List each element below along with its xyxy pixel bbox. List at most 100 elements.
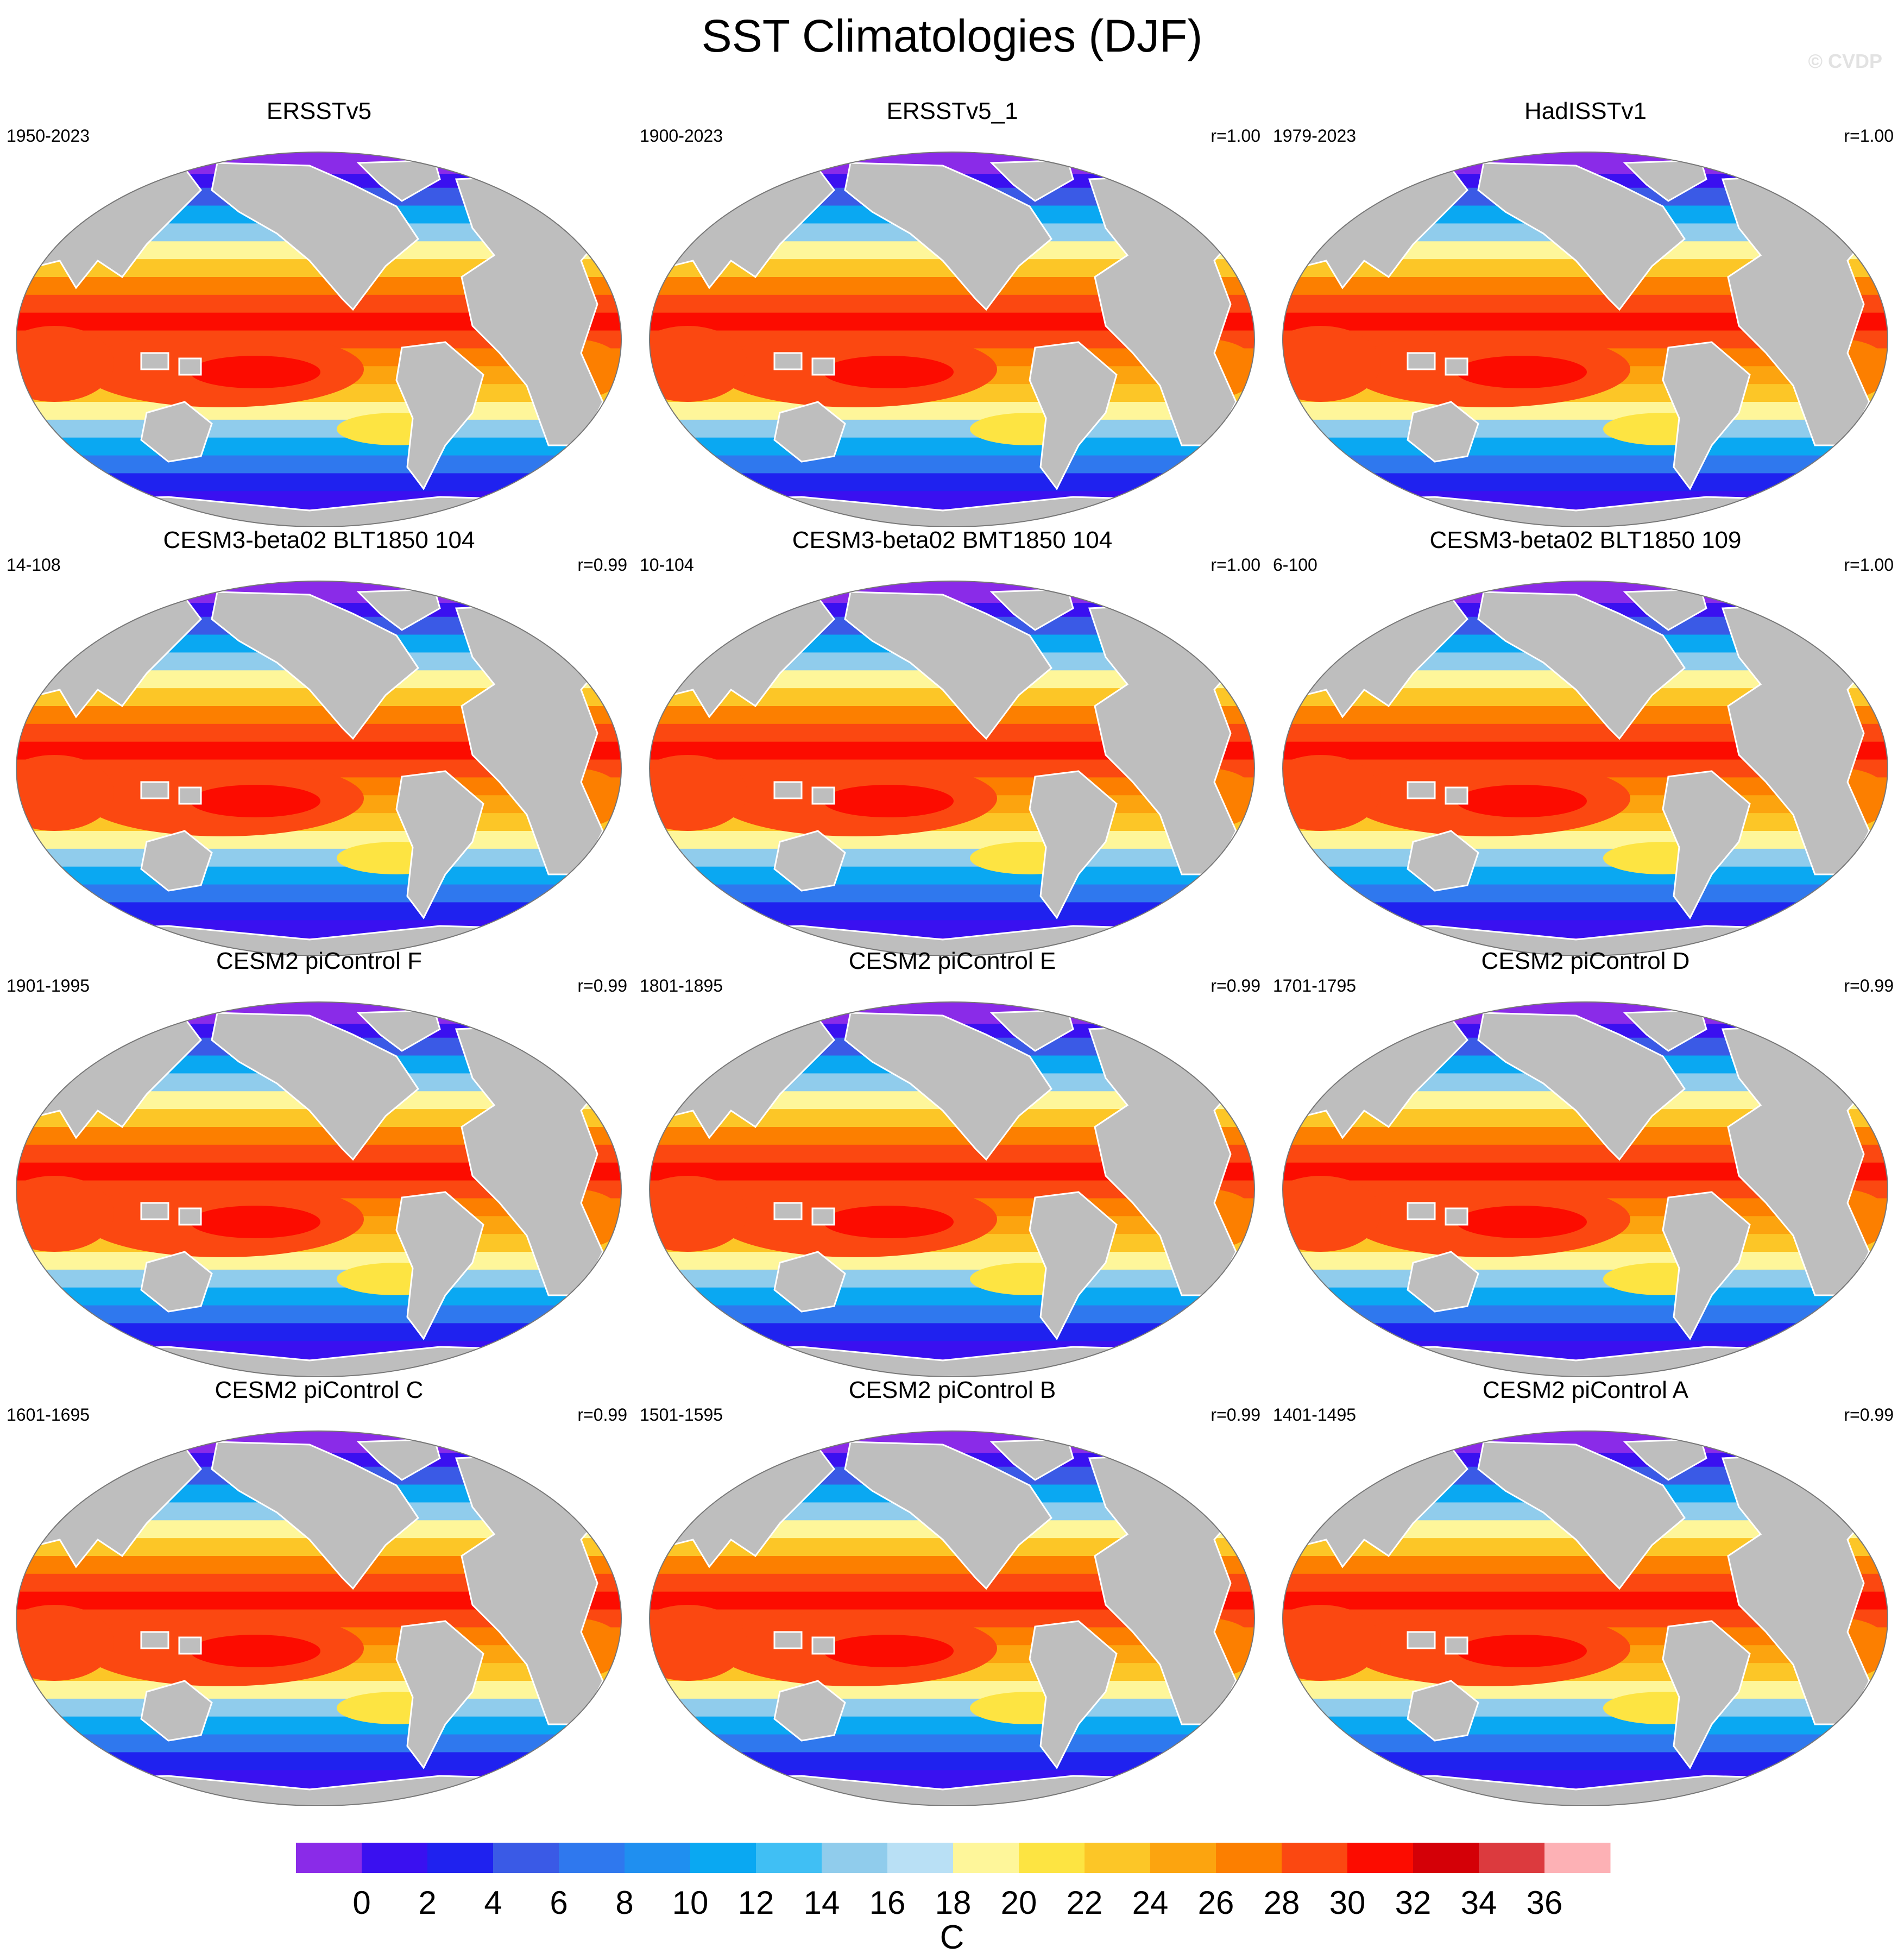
panel-correlation: r=1.00 bbox=[1211, 126, 1260, 146]
colorbar-units: C bbox=[940, 1919, 964, 1956]
panel-title: ERSSTv5 bbox=[266, 98, 372, 124]
panel-correlation: r=0.99 bbox=[577, 976, 627, 995]
panel-title: CESM2 piControl C bbox=[215, 1377, 424, 1403]
panel-title: CESM2 piControl B bbox=[848, 1377, 1056, 1403]
colorbar-swatch bbox=[756, 1843, 822, 1873]
colorbar-swatch bbox=[559, 1843, 625, 1873]
colorbar-tick-label: 32 bbox=[1395, 1885, 1432, 1921]
colorbar-tick-label: 24 bbox=[1132, 1885, 1169, 1921]
panel-period: 1401-1495 bbox=[1273, 1405, 1357, 1425]
panel-correlation: r=1.00 bbox=[1844, 555, 1894, 575]
map-panel: CESM3-beta02 BLT1850 109 6-100 r=1.00 bbox=[1272, 527, 1899, 956]
colorbar-swatch bbox=[1150, 1843, 1216, 1873]
panel-correlation: r=1.00 bbox=[1844, 126, 1894, 146]
map-panel: CESM2 piControl B 1501-1595 r=0.99 bbox=[639, 1377, 1266, 1806]
panel-period: 10-104 bbox=[640, 555, 694, 575]
panel-correlation: r=0.99 bbox=[577, 555, 627, 575]
map-panel: CESM2 piControl D 1701-1795 r=0.99 bbox=[1272, 948, 1899, 1377]
colorbar-tick-label: 16 bbox=[869, 1885, 906, 1921]
colorbar-swatch bbox=[690, 1843, 756, 1873]
colorbar-swatch bbox=[625, 1843, 691, 1873]
map-panel: CESM3-beta02 BLT1850 104 14-108 r=0.99 bbox=[5, 527, 633, 956]
map-panel: HadISSTv1 1979-2023 r=1.00 bbox=[1272, 98, 1899, 527]
panel-correlation: r=0.99 bbox=[1844, 976, 1894, 995]
colorbar-tick-label: 0 bbox=[352, 1885, 370, 1921]
map-panel: CESM2 piControl F 1901-1995 r=0.99 bbox=[5, 948, 633, 1377]
panel-period: 1900-2023 bbox=[640, 126, 723, 146]
figure-title: SST Climatologies (DJF) bbox=[701, 10, 1203, 61]
panel-period: 1901-1995 bbox=[7, 976, 90, 995]
sst-map bbox=[16, 1430, 622, 1806]
colorbar-tick-label: 18 bbox=[935, 1885, 972, 1921]
sst-map bbox=[1282, 1430, 1888, 1806]
sst-map bbox=[649, 581, 1255, 956]
sst-map bbox=[16, 1001, 622, 1377]
sst-map bbox=[16, 152, 622, 527]
colorbar-tick-label: 30 bbox=[1329, 1885, 1366, 1921]
panel-period: 1701-1795 bbox=[1273, 976, 1357, 995]
map-panel: CESM2 piControl E 1801-1895 r=0.99 bbox=[639, 948, 1266, 1377]
colorbar-tick-label: 20 bbox=[1001, 1885, 1037, 1921]
colorbar-swatch bbox=[1085, 1843, 1151, 1873]
sst-map bbox=[1282, 1001, 1888, 1377]
panel-title: CESM3-beta02 BMT1850 104 bbox=[792, 527, 1113, 553]
sst-map bbox=[649, 1430, 1255, 1806]
sst-map bbox=[1282, 152, 1888, 527]
panel-correlation: r=1.00 bbox=[1211, 555, 1260, 575]
panel-period: 1979-2023 bbox=[1273, 126, 1357, 146]
panel-title: CESM2 piControl E bbox=[848, 948, 1056, 974]
panel-period: 1950-2023 bbox=[7, 126, 90, 146]
map-panel: ERSSTv5_1 1900-2023 r=1.00 bbox=[639, 98, 1266, 527]
panel-period: 1801-1895 bbox=[640, 976, 723, 995]
sst-map bbox=[649, 1001, 1255, 1377]
colorbar-tick-label: 14 bbox=[804, 1885, 840, 1921]
sst-map bbox=[16, 581, 622, 956]
colorbar-tick-label: 36 bbox=[1527, 1885, 1563, 1921]
map-panel: CESM2 piControl A 1401-1495 r=0.99 bbox=[1272, 1377, 1899, 1806]
colorbar-tick-label: 12 bbox=[738, 1885, 774, 1921]
panel-title: CESM3-beta02 BLT1850 104 bbox=[163, 527, 475, 553]
colorbar-swatch bbox=[887, 1843, 954, 1873]
sst-map bbox=[1282, 581, 1888, 956]
colorbar-tick-label: 26 bbox=[1198, 1885, 1234, 1921]
colorbar-tick-label: 8 bbox=[615, 1885, 633, 1921]
panel-period: 14-108 bbox=[7, 555, 61, 575]
colorbar-tick-label: 34 bbox=[1461, 1885, 1497, 1921]
colorbar-swatch bbox=[1282, 1843, 1348, 1873]
cvdp-watermark: © CVDP bbox=[1808, 50, 1882, 72]
colorbar-tick-label: 28 bbox=[1264, 1885, 1300, 1921]
map-panel: CESM3-beta02 BMT1850 104 10-104 r=1.00 bbox=[639, 527, 1266, 956]
colorbar-swatch bbox=[493, 1843, 559, 1873]
colorbar-tick-label: 22 bbox=[1067, 1885, 1103, 1921]
panel-correlation: r=0.99 bbox=[1844, 1405, 1894, 1425]
panel-correlation: r=0.99 bbox=[577, 1405, 627, 1425]
colorbar-tick-label: 2 bbox=[418, 1885, 436, 1921]
colorbar-swatch bbox=[427, 1843, 494, 1873]
panel-title: CESM2 piControl F bbox=[216, 948, 422, 974]
colorbar-swatch bbox=[822, 1843, 888, 1873]
panel-period: 1601-1695 bbox=[7, 1405, 90, 1425]
colorbar-swatch bbox=[1479, 1843, 1545, 1873]
panel-title: CESM2 piControl A bbox=[1482, 1377, 1689, 1403]
colorbar-swatch bbox=[1544, 1843, 1611, 1873]
colorbar-swatch bbox=[953, 1843, 1019, 1873]
colorbar-swatch bbox=[1413, 1843, 1479, 1873]
panel-title: HadISSTv1 bbox=[1524, 98, 1647, 124]
map-panel: CESM2 piControl C 1601-1695 r=0.99 bbox=[5, 1377, 633, 1806]
colorbar-swatch bbox=[362, 1843, 428, 1873]
panel-correlation: r=0.99 bbox=[1211, 1405, 1260, 1425]
colorbar-swatch bbox=[1019, 1843, 1085, 1873]
colorbar-swatch bbox=[1347, 1843, 1414, 1873]
colorbar-tick-label: 10 bbox=[672, 1885, 709, 1921]
map-panel: ERSSTv5 1950-2023 bbox=[5, 98, 633, 527]
colorbar-tick-label: 6 bbox=[550, 1885, 568, 1921]
panel-correlation: r=0.99 bbox=[1211, 976, 1260, 995]
panel-title: CESM3-beta02 BLT1850 109 bbox=[1429, 527, 1742, 553]
panel-title: CESM2 piControl D bbox=[1481, 948, 1690, 974]
panel-period: 6-100 bbox=[1273, 555, 1317, 575]
colorbar-tick-label: 4 bbox=[484, 1885, 502, 1921]
sst-map bbox=[649, 152, 1255, 527]
panel-period: 1501-1595 bbox=[640, 1405, 723, 1425]
colorbar-swatch bbox=[1216, 1843, 1282, 1873]
panel-title: ERSSTv5_1 bbox=[886, 98, 1018, 124]
